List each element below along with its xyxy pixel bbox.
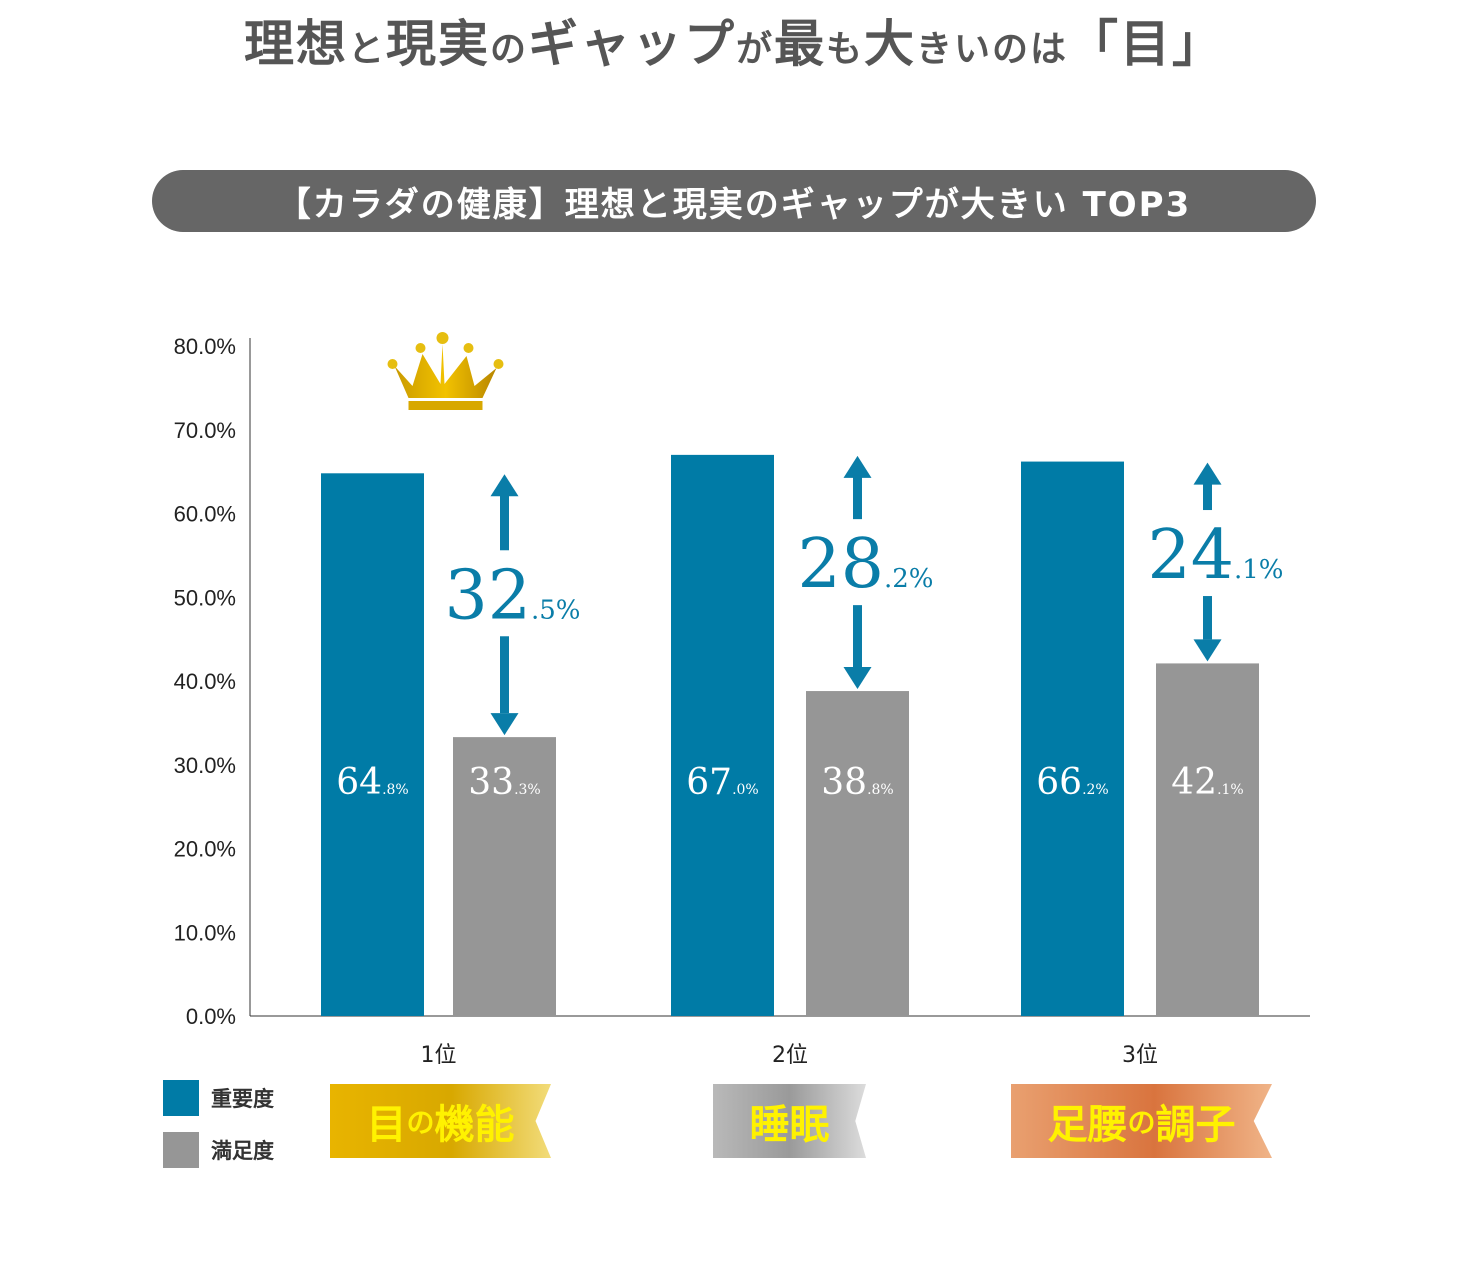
- headline-part: が: [735, 28, 774, 70]
- gap-arrow-shaft-down: [853, 605, 862, 668]
- y-tick-label: 70.0%: [174, 418, 236, 443]
- crown-jewel: [493, 359, 504, 369]
- gap-arrow-shaft-up: [1203, 482, 1212, 511]
- legend-label-satisfaction: 満足度: [211, 1139, 274, 1163]
- headline-part: と: [347, 28, 386, 70]
- crown-icon: [394, 344, 497, 398]
- gap-arrowhead-down: [843, 667, 872, 690]
- category-badge-text: 機能: [434, 1101, 515, 1148]
- crown-jewel: [436, 332, 449, 344]
- gap-arrowhead-up: [490, 474, 519, 497]
- bar-importance: [671, 454, 774, 1016]
- y-tick-label: 30.0%: [174, 753, 236, 778]
- headline-part: ギャップ: [527, 14, 736, 73]
- category-badge-3: 足腰の調子: [1011, 1084, 1272, 1158]
- data-label-satisfaction: 42.1%: [1171, 762, 1243, 803]
- y-tick-label: 40.0%: [174, 669, 236, 694]
- bar-satisfaction: [806, 691, 909, 1016]
- data-label-importance-int: 64: [336, 762, 382, 803]
- headline-part: 「目」: [1068, 14, 1225, 73]
- x-tick-label: 3位: [1122, 1043, 1158, 1068]
- data-label-importance: 64.8%: [336, 762, 408, 803]
- data-label-importance-dec: .8%: [382, 782, 409, 798]
- headline-part: 最: [774, 14, 826, 73]
- category-badge-text: の: [406, 1106, 435, 1139]
- gap-value-label-dec: .1%: [1234, 555, 1284, 585]
- data-label-importance: 67.0%: [686, 762, 758, 803]
- gap-arrowhead-down: [1193, 639, 1222, 662]
- data-label-importance-int: 66: [1036, 762, 1082, 803]
- y-tick-label: 10.0%: [174, 920, 236, 945]
- bar-satisfaction: [1156, 663, 1259, 1016]
- legend-label-importance: 重要度: [211, 1087, 274, 1111]
- headline-part: 理想: [243, 14, 348, 73]
- gap-value-label: 24.1%: [1147, 516, 1283, 595]
- gap-value-label-dec: .5%: [531, 595, 581, 625]
- category-badge-text: 目: [366, 1101, 407, 1148]
- y-tick-label: 80.0%: [174, 334, 236, 359]
- data-label-satisfaction-dec: .1%: [1217, 782, 1244, 798]
- headline-part: きいのは: [916, 28, 1069, 70]
- gap-value-label-int: 32: [444, 556, 531, 635]
- bar-importance: [321, 473, 424, 1016]
- headline-part: 現実: [385, 14, 490, 73]
- category-badge-text: 調子: [1155, 1101, 1236, 1148]
- data-label-satisfaction-dec: .8%: [867, 782, 894, 798]
- data-label-importance-int: 67: [686, 762, 732, 803]
- category-badge-2: 睡眠: [713, 1084, 866, 1158]
- data-label-satisfaction-int: 42: [1171, 762, 1217, 803]
- x-tick-label: 1位: [421, 1043, 457, 1068]
- crown-jewel: [415, 343, 426, 353]
- gap-arrow-shaft-up: [853, 475, 862, 520]
- category-badge-text: の: [1127, 1106, 1156, 1139]
- y-tick-label: 0.0%: [186, 1004, 236, 1029]
- data-label-importance: 66.2%: [1036, 762, 1108, 803]
- gap-value-label-int: 24: [1147, 516, 1234, 595]
- y-tick-label: 50.0%: [174, 585, 236, 610]
- data-label-satisfaction-int: 38: [821, 762, 867, 803]
- headline-part: の: [489, 28, 528, 70]
- gap-arrow-shaft-down: [500, 636, 509, 714]
- data-label-importance-dec: .2%: [1082, 782, 1109, 798]
- gap-arrow-shaft-down: [1203, 596, 1212, 640]
- gap-value-label: 28.2%: [797, 525, 933, 604]
- headline-part: 大: [864, 14, 917, 73]
- data-label-satisfaction-int: 33: [468, 762, 514, 803]
- crown-band: [408, 401, 483, 410]
- category-badge-text: 睡眠: [749, 1101, 830, 1148]
- data-label-satisfaction-dec: .3%: [514, 782, 541, 798]
- headline: 理想と現実のギャップが最も大きいのは「目」: [0, 4, 1468, 76]
- category-badge-1: 目の機能: [330, 1084, 551, 1158]
- x-tick-label: 2位: [772, 1043, 808, 1068]
- data-label-importance-dec: .0%: [732, 782, 759, 798]
- crown-jewel: [387, 359, 398, 369]
- gap-value-label-int: 28: [797, 525, 884, 604]
- gap-value-label: 32.5%: [444, 556, 580, 635]
- crown-jewel: [463, 343, 474, 353]
- subtitle-text: 【カラダの健康】理想と現実のギャップが大きい TOP3: [276, 184, 1192, 225]
- y-tick-label: 20.0%: [174, 837, 236, 862]
- legend-swatch-importance: [163, 1080, 199, 1116]
- category-badge-text: 足腰: [1047, 1101, 1128, 1148]
- bar-importance: [1021, 461, 1124, 1016]
- gap-arrow-shaft-up: [500, 494, 509, 551]
- gap-arrowhead-up: [1193, 462, 1222, 485]
- y-tick-label: 60.0%: [174, 502, 236, 527]
- legend-swatch-satisfaction: [163, 1132, 199, 1168]
- headline-part: も: [826, 28, 865, 70]
- data-label-satisfaction: 38.8%: [821, 762, 893, 803]
- bar-satisfaction: [453, 737, 556, 1016]
- subtitle-pill: 【カラダの健康】理想と現実のギャップが大きい TOP3: [152, 170, 1316, 232]
- gap-value-label-dec: .2%: [884, 564, 934, 594]
- gap-arrowhead-up: [843, 455, 872, 478]
- gap-arrowhead-down: [490, 713, 519, 736]
- data-label-satisfaction: 33.3%: [468, 762, 540, 803]
